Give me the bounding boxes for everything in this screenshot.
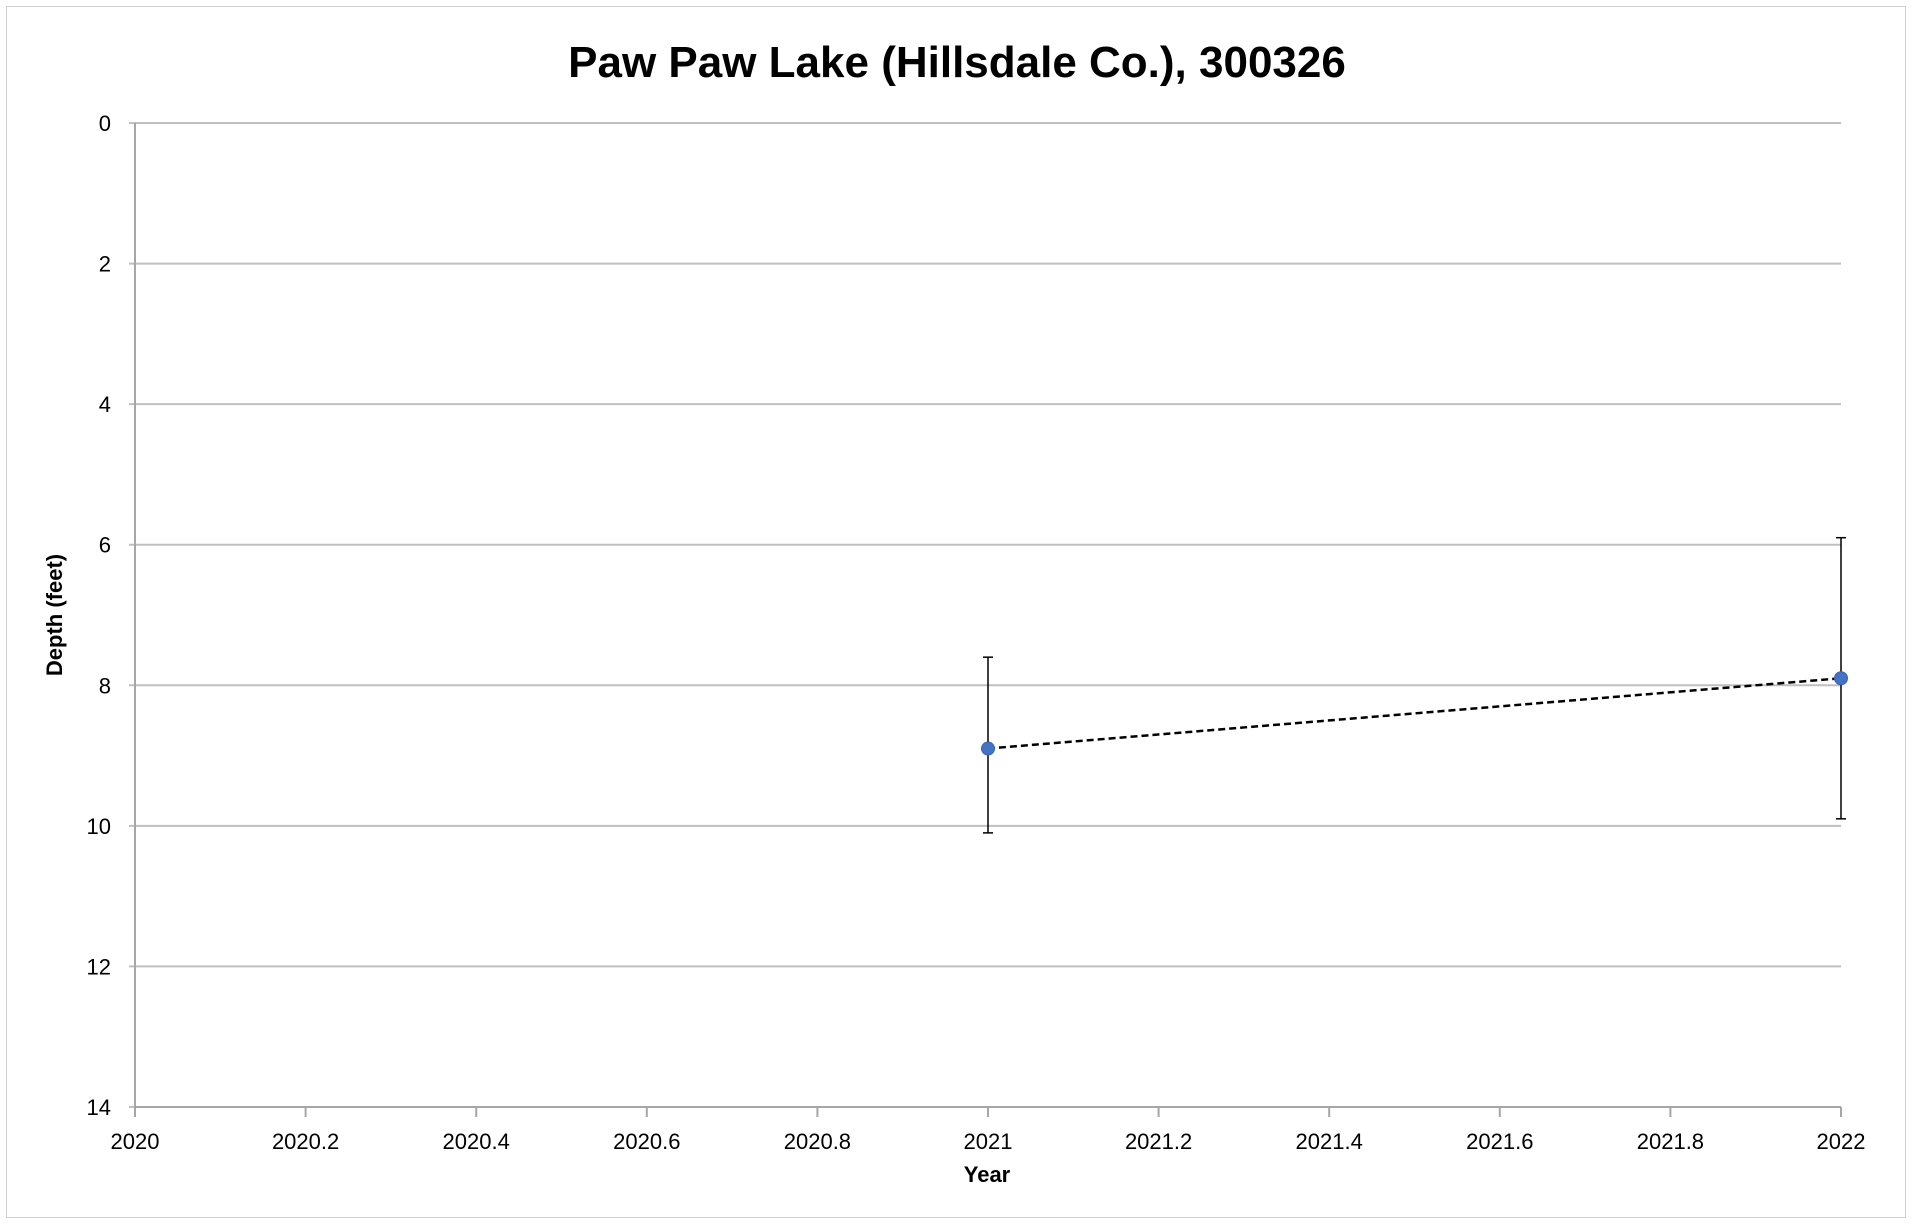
data-point — [1834, 671, 1848, 686]
x-tick-label: 2020.8 — [784, 1129, 851, 1154]
x-tick-labels: 2020 2020.2 2020.4 2020.6 2020.8 2021 2021.2 20… — [111, 1129, 1866, 1154]
y-tick-label: 8 — [99, 673, 111, 698]
x-tick-label: 2022 — [1817, 1129, 1866, 1154]
chart-frame: Paw Paw Lake (Hillsdale Co.), 300326 0 2 4… — [6, 6, 1906, 1218]
depth-chart: Paw Paw Lake (Hillsdale Co.), 300326 0 2 4… — [42, 38, 1866, 1187]
y-tick-labels: 0 2 4 6 8 10 12 14 — [87, 111, 111, 1120]
gridlines — [129, 122, 1841, 1108]
x-tick-label: 2021 — [964, 1129, 1013, 1154]
chart-title: Paw Paw Lake (Hillsdale Co.), 300326 — [568, 38, 1346, 87]
axes — [134, 123, 1842, 1117]
y-axis-title: Depth (feet) — [42, 554, 67, 676]
x-tick-label: 2021.4 — [1296, 1129, 1363, 1154]
y-tick-label: 10 — [87, 814, 111, 839]
y-tick-label: 2 — [99, 252, 111, 277]
x-tick-label: 2020.6 — [613, 1129, 680, 1154]
y-tick-label: 4 — [99, 392, 111, 417]
y-tick-label: 14 — [87, 1095, 111, 1120]
x-axis-title: Year — [964, 1162, 1011, 1187]
x-tick-label: 2021.2 — [1125, 1129, 1192, 1154]
x-tick-label: 2020 — [111, 1129, 160, 1154]
x-tick-label: 2021.8 — [1637, 1129, 1704, 1154]
y-tick-label: 0 — [99, 111, 111, 136]
plot-area — [981, 536, 1848, 834]
y-tick-label: 6 — [99, 533, 111, 558]
y-tick-label: 12 — [87, 954, 111, 979]
data-point — [981, 741, 995, 756]
x-tick-label: 2020.2 — [272, 1129, 339, 1154]
x-tick-label: 2020.4 — [443, 1129, 510, 1154]
x-tick-label: 2021.6 — [1466, 1129, 1533, 1154]
trend-line — [987, 677, 1842, 750]
